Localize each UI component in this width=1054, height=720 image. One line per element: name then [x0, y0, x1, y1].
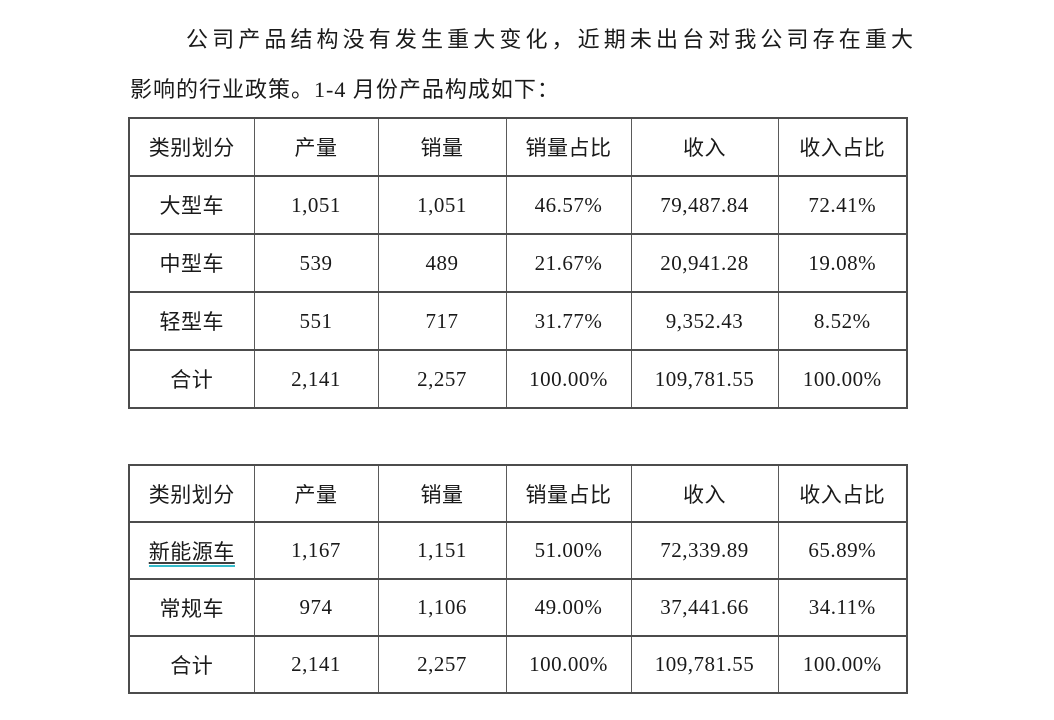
- value-cell: 1,051: [377, 175, 507, 235]
- column-header: 收入占比: [777, 117, 908, 177]
- value-cell: 539: [253, 233, 379, 293]
- value-cell: 100.00%: [777, 349, 908, 409]
- value-cell: 21.67%: [505, 233, 632, 293]
- category-cell: 常规车: [128, 578, 255, 637]
- category-cell: 轻型车: [128, 291, 255, 351]
- table-header-row: 类别划分 产量 销量 销量占比 收入 收入占比: [128, 117, 908, 177]
- value-cell: 72.41%: [777, 175, 908, 235]
- annotated-category-text: 新能源车: [148, 539, 235, 567]
- table-row: 常规车 974 1,106 49.00% 37,441.66 34.11%: [128, 578, 908, 637]
- value-cell: 717: [377, 291, 507, 351]
- value-cell: 109,781.55: [630, 349, 779, 409]
- column-header: 销量: [377, 117, 507, 177]
- column-header: 产量: [253, 117, 379, 177]
- value-cell: 2,141: [253, 349, 379, 409]
- value-cell: 51.00%: [505, 521, 632, 580]
- column-header: 销量: [377, 464, 507, 523]
- value-cell: 1,106: [377, 578, 507, 637]
- value-cell: 1,051: [253, 175, 379, 235]
- value-cell: 19.08%: [777, 233, 908, 293]
- value-cell: 20,941.28: [630, 233, 779, 293]
- column-header: 收入: [630, 117, 779, 177]
- value-cell: 9,352.43: [630, 291, 779, 351]
- value-cell: 100.00%: [505, 349, 632, 409]
- value-cell: 31.77%: [505, 291, 632, 351]
- header-row: 类别划分 产量 销量 销量占比 收入 收入占比: [128, 117, 908, 177]
- product-table-by-energy-type: 类别划分 产量 销量 销量占比 收入 收入占比 新能源车 1,167 1,151 51.00% 7…: [128, 464, 908, 694]
- value-cell: 8.52%: [777, 291, 908, 351]
- table-row: 合计 2,141 2,257 100.00% 109,781.55 100.00%: [128, 635, 908, 694]
- category-cell: 合计: [128, 349, 255, 409]
- value-cell: 49.00%: [505, 578, 632, 637]
- category-cell: 大型车: [128, 175, 255, 235]
- paragraph-line-1: 公司产品结构没有发生重大变化，近期未出台对我公司存在重大: [186, 27, 914, 52]
- value-cell: 34.11%: [777, 578, 908, 637]
- category-cell: 新能源车: [128, 521, 255, 580]
- column-header: 销量占比: [505, 117, 632, 177]
- table-row: 新能源车 1,167 1,151 51.00% 72,339.89 65.89%: [128, 521, 908, 580]
- value-cell: 46.57%: [505, 175, 632, 235]
- column-header: 类别划分: [128, 117, 255, 177]
- value-cell: 100.00%: [505, 635, 632, 694]
- value-cell: 72,339.89: [630, 521, 779, 580]
- column-header: 销量占比: [505, 464, 632, 523]
- table-header-row: 类别划分 产量 销量 销量占比 收入 收入占比: [128, 464, 908, 523]
- paragraph-line-2: 影响的行业政策。1-4 月份产品构成如下：: [130, 77, 560, 102]
- column-header: 收入: [630, 464, 779, 523]
- table-body: 新能源车 1,167 1,151 51.00% 72,339.89 65.89% 常规车 97…: [128, 521, 908, 694]
- intro-paragraph: 公司产品结构没有发生重大变化，近期未出台对我公司存在重大 影响的行业政策。1-4…: [130, 0, 914, 115]
- header-row: 类别划分 产量 销量 销量占比 收入 收入占比: [128, 464, 908, 523]
- value-cell: 1,151: [377, 521, 507, 580]
- value-cell: 489: [377, 233, 507, 293]
- value-cell: 2,257: [377, 635, 507, 694]
- product-table-by-vehicle-size: 类别划分 产量 销量 销量占比 收入 收入占比 大型车 1,051 1,051 46.57% 79…: [128, 117, 908, 409]
- value-cell: 2,257: [377, 349, 507, 409]
- column-header: 产量: [253, 464, 379, 523]
- table-row: 轻型车 551 717 31.77% 9,352.43 8.52%: [128, 291, 908, 351]
- table-row: 中型车 539 489 21.67% 20,941.28 19.08%: [128, 233, 908, 293]
- value-cell: 974: [253, 578, 379, 637]
- value-cell: 551: [253, 291, 379, 351]
- column-header: 收入占比: [777, 464, 908, 523]
- table-row: 合计 2,141 2,257 100.00% 109,781.55 100.00%: [128, 349, 908, 409]
- category-cell: 中型车: [128, 233, 255, 293]
- value-cell: 100.00%: [777, 635, 908, 694]
- value-cell: 109,781.55: [630, 635, 779, 694]
- category-cell: 合计: [128, 635, 255, 694]
- value-cell: 2,141: [253, 635, 379, 694]
- value-cell: 1,167: [253, 521, 379, 580]
- value-cell: 79,487.84: [630, 175, 779, 235]
- column-header: 类别划分: [128, 464, 255, 523]
- value-cell: 65.89%: [777, 521, 908, 580]
- value-cell: 37,441.66: [630, 578, 779, 637]
- table-row: 大型车 1,051 1,051 46.57% 79,487.84 72.41%: [128, 175, 908, 235]
- table-body: 大型车 1,051 1,051 46.57% 79,487.84 72.41% 中型车 539…: [128, 175, 908, 409]
